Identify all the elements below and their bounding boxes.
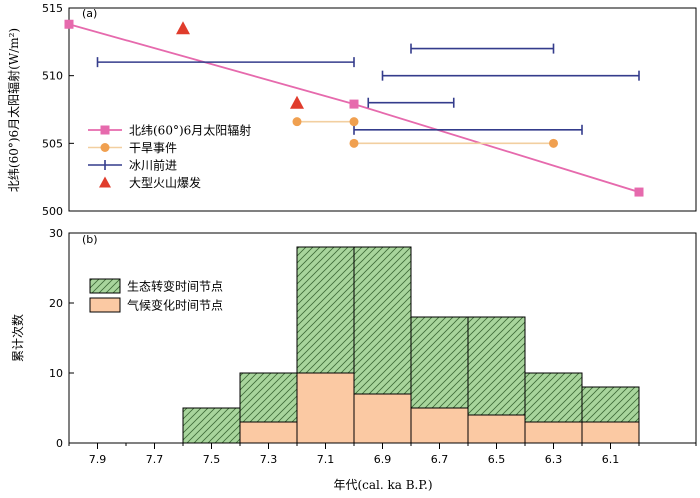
drought-event-point bbox=[349, 138, 359, 148]
climate-change-bar bbox=[353, 393, 412, 444]
panel-a-marks bbox=[64, 19, 644, 197]
ecological-transition-bar bbox=[581, 386, 640, 423]
legend-b-label: 气候变化时间节点 bbox=[127, 298, 223, 313]
volcano-eruption-point bbox=[176, 21, 190, 35]
histogram-bin bbox=[581, 386, 640, 444]
panel-a-frame bbox=[68, 7, 697, 212]
x-tick-label: 6.1 bbox=[602, 453, 620, 466]
panel-a-y-tick-label: 510 bbox=[42, 70, 63, 83]
climate-change-bar bbox=[581, 421, 640, 444]
legend-a-entry: 北纬(60°)6月太阳辐射 bbox=[88, 123, 251, 138]
x-tick-label: 6.3 bbox=[545, 453, 563, 466]
legend-a-entry: 冰川前进 bbox=[88, 158, 177, 173]
panel-b-y-axis-title: 累计次数 bbox=[10, 314, 25, 362]
legend-a-entry: 大型火山爆发 bbox=[99, 175, 201, 190]
panel-a-y-ticks: 500 505 510 515 bbox=[42, 2, 74, 218]
drought-event-point bbox=[549, 138, 558, 148]
legend-b-entry: 生态转变时间节点 bbox=[89, 278, 223, 294]
histogram-bin bbox=[467, 316, 526, 444]
volcano-eruption-point bbox=[290, 95, 304, 109]
panel-b-bars bbox=[182, 246, 640, 444]
panel-a-label: (a) bbox=[82, 7, 97, 20]
panel-b-x-ticks: 7.9 7.7 7.5 7.3 7.1 6.9 6.7 6.5 6.3 6.1 bbox=[68, 443, 697, 466]
x-tick-label: 7.3 bbox=[260, 453, 278, 466]
histogram-bin bbox=[239, 372, 298, 444]
drought-event bbox=[292, 117, 359, 127]
legend-a-entry: 干旱事件 bbox=[88, 141, 177, 155]
panel-b-y-tick-label: 0 bbox=[56, 437, 63, 450]
panel-b-label: (b) bbox=[82, 233, 98, 246]
histogram-bin bbox=[182, 407, 241, 444]
histogram-bin bbox=[410, 316, 469, 444]
ecological-transition-bar bbox=[467, 316, 526, 416]
ecological-transition-bar bbox=[524, 372, 583, 423]
legend-b-label: 生态转变时间节点 bbox=[127, 279, 223, 294]
panel-b-y-tick-label: 10 bbox=[49, 367, 63, 380]
drought-event bbox=[349, 138, 558, 148]
climate-change-bar bbox=[467, 414, 526, 444]
glacier-advance-bar bbox=[381, 70, 640, 81]
panel-a-y-tick-label: 505 bbox=[42, 137, 63, 150]
panel-b-y-tick-label: 20 bbox=[49, 297, 63, 310]
insolation-point bbox=[349, 99, 359, 109]
panel-b-y-tick-label: 30 bbox=[49, 227, 63, 240]
histogram-bin bbox=[353, 246, 412, 444]
drought-event-point bbox=[349, 117, 359, 127]
x-tick-label: 7.7 bbox=[146, 453, 164, 466]
panel-a-y-tick-label: 500 bbox=[42, 205, 63, 218]
ecological-transition-bar bbox=[410, 316, 469, 409]
legend-a-swatch-marker bbox=[100, 125, 110, 135]
x-tick-label: 7.1 bbox=[317, 453, 335, 466]
insolation-point bbox=[634, 187, 644, 197]
histogram-bin bbox=[296, 246, 355, 444]
glacier-advance-bar bbox=[353, 124, 583, 135]
legend-b-swatch bbox=[89, 278, 121, 294]
x-tick-label: 6.9 bbox=[374, 453, 392, 466]
glacier-advance-bar bbox=[410, 43, 555, 54]
legend-a-label: 干旱事件 bbox=[129, 141, 177, 155]
legend-a-label: 冰川前进 bbox=[129, 158, 177, 173]
ecological-transition-bar bbox=[296, 246, 355, 374]
panel-a-y-tick-label: 515 bbox=[42, 2, 63, 15]
panel-a-y-axis-title: 北纬(60°)6月太阳辐射(W/m²) bbox=[6, 28, 21, 192]
legend-a-swatch-marker bbox=[100, 143, 110, 152]
climate-change-bar bbox=[239, 421, 298, 444]
ecological-transition-bar bbox=[182, 407, 241, 444]
legend-b-entry: 气候变化时间节点 bbox=[89, 297, 223, 313]
legend-a-swatch-marker bbox=[99, 176, 111, 188]
drought-event-point bbox=[292, 117, 302, 127]
insolation-point bbox=[64, 19, 74, 29]
legend-b-swatch bbox=[89, 297, 121, 313]
glacier-advance-bar bbox=[367, 97, 455, 108]
panel-a: (a) 500 505 510 515 北纬(60°)6月太阳辐射(W/m²) 北纬(… bbox=[6, 2, 697, 218]
x-tick-label: 6.7 bbox=[431, 453, 449, 466]
climate-change-bar bbox=[296, 372, 355, 444]
ecological-transition-bar bbox=[353, 246, 412, 395]
legend-a-label: 大型火山爆发 bbox=[129, 175, 201, 190]
x-axis-title: 年代(cal. ka B.P.) bbox=[333, 478, 432, 492]
panel-b: (b) 0 10 20 30 7.9 7.7 7.5 7.3 7.1 6.9 6.7 6.5 6.3 6… bbox=[10, 227, 697, 492]
x-tick-label: 7.9 bbox=[89, 453, 107, 466]
ecological-transition-bar bbox=[239, 372, 298, 423]
legend-a-label: 北纬(60°)6月太阳辐射 bbox=[129, 123, 251, 138]
climate-change-bar bbox=[524, 421, 583, 444]
histogram-bin bbox=[524, 372, 583, 444]
glacier-advance-bar bbox=[96, 57, 355, 68]
x-tick-label: 7.5 bbox=[203, 453, 221, 466]
panel-b-y-ticks: 0 10 20 30 bbox=[49, 227, 74, 450]
climate-change-bar bbox=[410, 407, 469, 444]
x-tick-label: 6.5 bbox=[488, 453, 506, 466]
